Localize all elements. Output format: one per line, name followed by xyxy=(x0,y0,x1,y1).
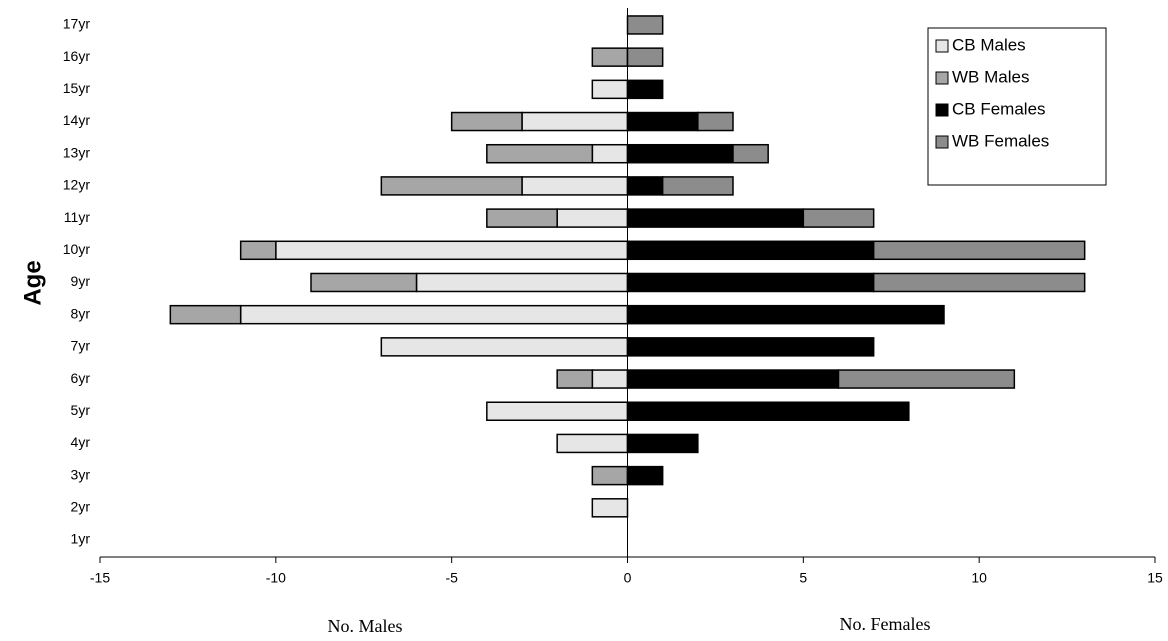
bar-segment xyxy=(626,465,664,486)
y-tick-label: 4yr xyxy=(71,434,91,450)
bar-segment xyxy=(239,240,277,261)
bar-segment xyxy=(591,465,629,486)
y-tick-label: 2yr xyxy=(71,499,91,515)
bar-segment xyxy=(591,143,629,164)
bar-segment xyxy=(732,143,769,164)
legend-swatch xyxy=(935,103,949,117)
y-tick-label: 10yr xyxy=(63,241,91,257)
bar-segment xyxy=(626,369,840,389)
y-axis-label: Age xyxy=(19,260,46,305)
bar-segment xyxy=(802,208,875,228)
legend-swatch xyxy=(935,135,949,149)
bar-segment xyxy=(415,272,629,293)
x-tick-label: 5 xyxy=(799,570,807,586)
y-tick-label: 6yr xyxy=(71,370,91,386)
bar-segment xyxy=(556,369,594,389)
bar-segment xyxy=(591,369,629,389)
legend-box xyxy=(927,27,1107,186)
bar-segment xyxy=(661,176,734,196)
y-tick-label: 1yr xyxy=(71,531,91,547)
y-tick-label: 7yr xyxy=(71,338,91,354)
x-tick-label: 0 xyxy=(624,570,632,586)
x-axis-label-left: No. Males xyxy=(328,616,403,636)
bar-segment xyxy=(626,143,734,164)
legend-swatch xyxy=(935,71,949,85)
y-tick-label: 16yr xyxy=(63,48,91,64)
legend-label: WB Males xyxy=(952,67,1029,86)
x-tick-label: -5 xyxy=(445,570,458,586)
bar-segment xyxy=(450,111,523,132)
y-tick-label: 12yr xyxy=(63,177,91,193)
bar-segment xyxy=(556,208,629,228)
y-tick-label: 8yr xyxy=(71,305,91,321)
legend-label: WB Females xyxy=(952,131,1049,150)
y-tick-label: 9yr xyxy=(71,273,91,289)
bar-segment xyxy=(626,433,699,454)
bar-segment xyxy=(626,304,945,325)
bar-segment xyxy=(837,369,1016,389)
bar-segment xyxy=(169,304,242,325)
bar-segment xyxy=(697,111,734,132)
legend-swatch xyxy=(935,39,949,53)
legend-label: CB Males xyxy=(952,35,1026,54)
bar-segment xyxy=(521,111,629,132)
bar-segment xyxy=(591,79,629,100)
legend-label: CB Females xyxy=(952,99,1046,118)
bar-segment xyxy=(310,272,418,293)
bar-segment xyxy=(486,143,594,164)
y-tick-label: 11yr xyxy=(64,209,91,225)
bar-segment xyxy=(626,337,875,357)
bar-segment xyxy=(626,47,664,67)
x-axis-label-right: No. Females xyxy=(840,614,931,634)
bar-segment xyxy=(591,47,629,67)
bar-segment xyxy=(626,15,664,35)
y-tick-label: 3yr xyxy=(71,466,91,482)
bar-segment xyxy=(380,337,629,357)
y-tick-label: 15yr xyxy=(63,80,91,96)
x-tick-label: -10 xyxy=(266,570,286,586)
x-tick-label: 15 xyxy=(1147,570,1163,586)
bar-segment xyxy=(486,401,629,421)
bar-segment xyxy=(626,401,910,421)
bar-segment xyxy=(626,79,664,100)
bar-segment xyxy=(275,240,629,261)
bar-segment xyxy=(591,498,629,518)
bar-segment xyxy=(626,176,664,196)
bar-segment xyxy=(872,240,1086,261)
x-tick-label: 10 xyxy=(971,570,987,586)
bar-segment xyxy=(626,208,805,228)
y-tick-label: 13yr xyxy=(63,144,91,160)
bar-segment xyxy=(556,433,629,454)
y-tick-label: 17yr xyxy=(63,16,91,32)
x-tick-label: -15 xyxy=(90,570,110,586)
bar-segment xyxy=(626,240,875,261)
bar-segment xyxy=(872,272,1086,293)
bar-segment xyxy=(380,176,523,196)
bar-segment xyxy=(486,208,558,228)
bar-segment xyxy=(239,304,629,325)
bar-segment xyxy=(626,272,875,293)
bar-segment xyxy=(521,176,629,196)
y-tick-label: 14yr xyxy=(63,112,91,128)
y-tick-label: 5yr xyxy=(71,402,91,418)
bar-segment xyxy=(626,111,699,132)
